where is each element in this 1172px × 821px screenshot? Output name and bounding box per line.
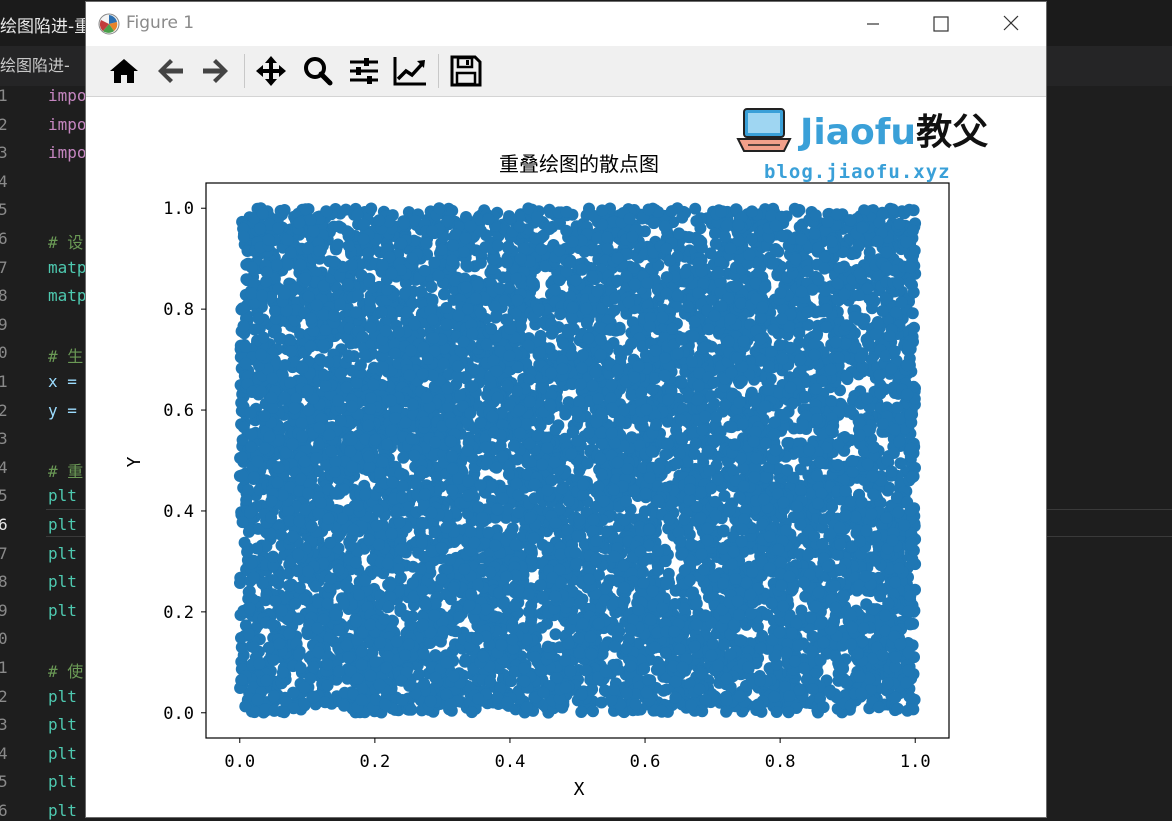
line-number: 3 — [0, 715, 8, 735]
back-icon — [158, 59, 183, 83]
forward-icon — [203, 59, 228, 83]
axes-edit-button[interactable] — [392, 54, 428, 88]
line-number: 1 — [0, 372, 8, 391]
scatter-point — [637, 461, 650, 474]
code-line: y = — [48, 400, 77, 420]
code-line: plt — [48, 715, 77, 735]
home-button[interactable] — [106, 54, 142, 88]
scatter-point — [638, 505, 651, 518]
subplots-button[interactable] — [346, 54, 382, 88]
scatter-point — [429, 598, 442, 611]
line-number: 6 — [0, 801, 8, 820]
code-line: matp — [48, 286, 87, 306]
pan-button[interactable] — [253, 54, 289, 88]
code-line: plt — [48, 543, 77, 563]
scatter-point — [673, 643, 686, 656]
line-number: 5 — [0, 772, 8, 792]
zoom-button[interactable] — [300, 54, 336, 88]
line-number: 2 — [0, 114, 8, 134]
figure-window: Figure 1 — [86, 2, 1046, 817]
code-line: plt — [48, 801, 77, 820]
code-line: impo — [48, 86, 87, 105]
line-number: 1 — [0, 86, 8, 105]
line-number: 7 — [0, 543, 8, 563]
code-line: plt — [48, 743, 77, 763]
line-number: 8 — [0, 572, 8, 592]
scatter-plot: 重叠绘图的散点图 0.0 0.2 0.4 0.6 0.8 1.00.00.20.40.60… — [124, 152, 950, 800]
figure-canvas[interactable]: 重叠绘图的散点图 0.0 0.2 0.4 0.6 0.8 1.0 0.0 0.2 0.4 0.6 0… — [86, 97, 1046, 817]
window-title: Figure 1 — [126, 13, 195, 33]
line-number: 9 — [0, 314, 8, 334]
code-line: plt — [48, 515, 77, 534]
scatter-point — [474, 256, 487, 269]
chart-title: 重叠绘图的散点图 — [499, 152, 659, 176]
back-button[interactable] — [152, 54, 188, 88]
line-number: 3 — [0, 143, 8, 163]
forward-button[interactable] — [198, 54, 234, 88]
axes-edit-icon — [393, 57, 426, 86]
navigation-toolbar — [86, 46, 1046, 97]
save-icon — [450, 55, 482, 87]
code-line: plt — [48, 600, 77, 620]
line-number: 1 — [0, 658, 8, 677]
line-number: 6 — [0, 515, 8, 534]
line-number: 6 — [0, 229, 8, 248]
subplots-icon — [350, 58, 378, 84]
code-line: plt — [48, 572, 77, 592]
scatter-point — [234, 577, 246, 589]
line-number: 4 — [0, 457, 8, 477]
line-number: 0 — [0, 629, 8, 649]
minimize-icon — [867, 23, 879, 25]
line-number: 5 — [0, 486, 8, 506]
scatter-point — [908, 321, 920, 334]
home-icon — [110, 59, 138, 83]
minimize-button[interactable] — [850, 10, 896, 38]
scatter-point — [497, 492, 509, 505]
code-line: # 设 — [48, 233, 84, 252]
scatter-point — [781, 437, 794, 449]
code-line: plt — [48, 772, 77, 792]
code-line: plt — [48, 486, 77, 506]
line-number: 4 — [0, 743, 8, 763]
code-line: plt — [48, 686, 77, 706]
pan-icon — [256, 56, 286, 86]
line-number: 2 — [0, 686, 8, 706]
line-number: 8 — [0, 286, 8, 306]
scatter-point — [904, 618, 917, 631]
toolbar-separator — [244, 54, 245, 88]
matplotlib-app-icon — [98, 13, 120, 35]
code-line: # 生 — [48, 347, 84, 367]
line-number: 7 — [0, 257, 8, 277]
close-button[interactable] — [988, 10, 1034, 38]
code-line: impo — [48, 143, 87, 163]
code-line: impo — [48, 114, 87, 134]
zoom-icon — [304, 57, 333, 86]
code-line: # 重 — [48, 461, 84, 481]
scatter-points — [233, 202, 922, 719]
editor-title: 绘图陷进-重 — [0, 17, 92, 37]
close-icon — [1003, 15, 1019, 31]
code-line: matp — [48, 257, 87, 277]
line-number: 4 — [0, 171, 8, 191]
maximize-button[interactable] — [918, 10, 964, 38]
scatter-point — [365, 202, 378, 215]
code-line: x = — [48, 372, 77, 391]
line-number: 2 — [0, 400, 8, 420]
window-titlebar[interactable]: Figure 1 — [86, 2, 1046, 46]
line-number: 0 — [0, 343, 8, 363]
scatter-point — [269, 305, 281, 317]
code-line: # 使 — [48, 662, 84, 681]
toolbar-separator — [438, 54, 439, 88]
scatter-point — [812, 273, 825, 286]
save-button[interactable] — [448, 54, 484, 88]
line-number: 9 — [0, 600, 8, 620]
line-number: 3 — [0, 429, 8, 449]
maximize-icon — [933, 16, 949, 32]
editor-tab[interactable]: 绘图陷进- — [0, 56, 70, 75]
line-number: 5 — [0, 200, 8, 220]
